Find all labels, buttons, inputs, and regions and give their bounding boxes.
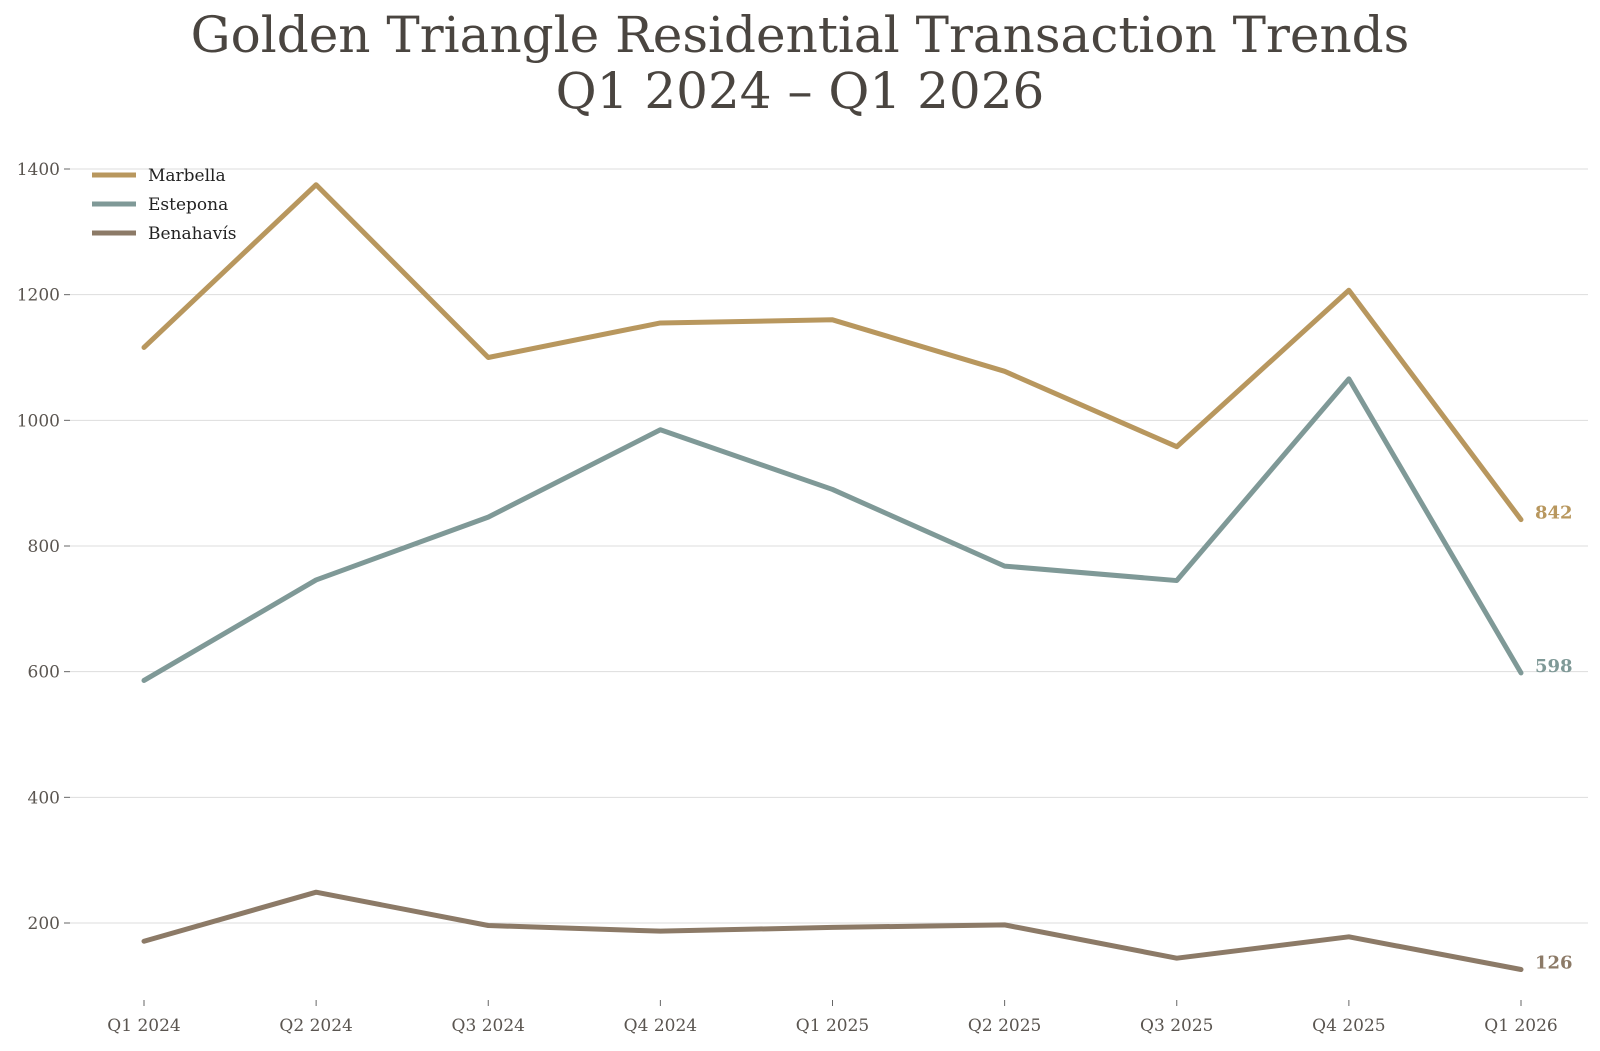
x-tick-label: Q2 2024 bbox=[279, 1016, 352, 1036]
x-tick-label: Q1 2026 bbox=[1484, 1016, 1557, 1036]
x-tick-label: Q4 2024 bbox=[624, 1016, 697, 1036]
y-tick-label: 1000 bbox=[17, 411, 60, 431]
series-line-marbella bbox=[141, 182, 1524, 523]
series-lines bbox=[141, 182, 1524, 972]
x-tick-label: Q1 2024 bbox=[107, 1016, 180, 1036]
y-tick-label: 800 bbox=[28, 537, 60, 557]
chart-title-line-1: Golden Triangle Residential Transaction … bbox=[191, 6, 1410, 64]
end-value-label: 598 bbox=[1535, 656, 1573, 677]
series-line-benahav-s bbox=[141, 889, 1524, 972]
end-labels: 842 598 126 bbox=[1535, 503, 1573, 974]
y-tick-label: 600 bbox=[28, 663, 60, 683]
chart-title-line-2: Q1 2024 – Q1 2026 bbox=[556, 62, 1045, 120]
x-axis: Q1 2024 Q2 2024 Q3 2024 Q4 2024 Q1 2025 Q2 20… bbox=[107, 1000, 1558, 1036]
y-tick-label: 200 bbox=[28, 914, 60, 934]
x-tick-label: Q2 2025 bbox=[968, 1016, 1041, 1036]
legend-label: Estepona bbox=[148, 195, 228, 215]
end-value-label: 842 bbox=[1535, 503, 1573, 524]
y-tick-label: 400 bbox=[28, 788, 60, 808]
x-tick-label: Q3 2024 bbox=[452, 1016, 525, 1036]
gridlines bbox=[70, 168, 1588, 924]
y-tick-label: 1400 bbox=[17, 160, 60, 180]
chart-title: Golden Triangle Residential Transaction … bbox=[191, 6, 1410, 120]
end-value-label: 126 bbox=[1535, 952, 1573, 973]
x-tick-label: Q3 2025 bbox=[1140, 1016, 1213, 1036]
series-line-estepona bbox=[141, 376, 1524, 683]
legend-label: Marbella bbox=[148, 166, 226, 186]
legend-label: Benahavís bbox=[148, 224, 237, 244]
x-tick-label: Q1 2025 bbox=[796, 1016, 869, 1036]
y-tick-label: 1200 bbox=[17, 286, 60, 306]
y-axis: 200 400 600 800 1000 1200 1400 bbox=[17, 160, 70, 934]
x-tick-label: Q4 2025 bbox=[1312, 1016, 1385, 1036]
legend: Marbella Estepona Benahavís bbox=[92, 166, 237, 244]
